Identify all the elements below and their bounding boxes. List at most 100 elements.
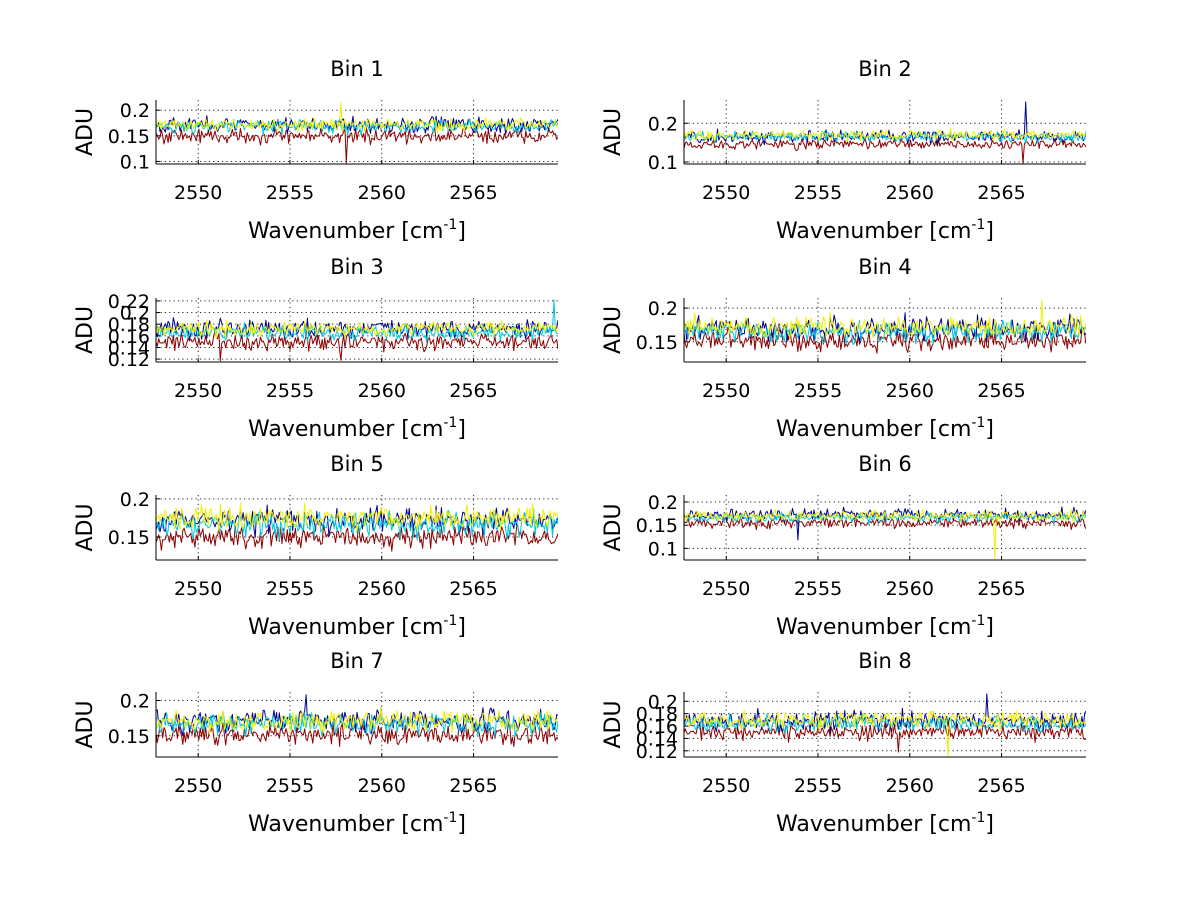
x-axis-label-close: ] bbox=[457, 219, 466, 244]
panel-title: Bin 4 bbox=[858, 255, 912, 279]
series-line-yellow bbox=[684, 127, 1086, 142]
x-axis-label-main: Wavenumber [cm bbox=[248, 417, 443, 442]
x-axis-label-superscript: -1 bbox=[443, 613, 457, 629]
x-tick-label: 2555 bbox=[266, 578, 314, 600]
y-tick-label: 0.18 bbox=[636, 704, 678, 726]
y-tick-label: 0.15 bbox=[108, 527, 150, 549]
x-tick-label: 2565 bbox=[977, 182, 1025, 204]
x-tick-label: 2560 bbox=[358, 182, 406, 204]
x-axis-label: Wavenumber [cm-1] bbox=[776, 810, 994, 837]
series-line-cyan bbox=[684, 712, 1086, 734]
panel-title: Bin 2 bbox=[858, 57, 912, 81]
y-tick-label: 0.16 bbox=[636, 716, 678, 738]
series-line-dark-red bbox=[684, 515, 1086, 531]
x-tick-label: 2560 bbox=[358, 380, 406, 402]
y-tick-label: 0.1 bbox=[648, 538, 678, 560]
x-tick-label: 2550 bbox=[702, 775, 750, 797]
x-tick-label: 2550 bbox=[174, 578, 222, 600]
series-line-yellow bbox=[156, 707, 558, 735]
y-tick-label: 0.2 bbox=[120, 690, 150, 712]
x-axis-label: Wavenumber [cm-1] bbox=[248, 217, 466, 244]
y-axis-label: ADU bbox=[73, 306, 98, 354]
y-tick-label: 0.1 bbox=[120, 151, 150, 173]
x-axis-label-superscript: -1 bbox=[971, 613, 985, 629]
y-tick-label: 0.2 bbox=[120, 100, 150, 122]
series-line-cyan bbox=[156, 299, 558, 343]
x-tick-label: 2555 bbox=[794, 578, 842, 600]
y-tick-label: 0.15 bbox=[636, 332, 678, 354]
y-tick-label: 0.2 bbox=[120, 489, 150, 511]
x-axis-label-main: Wavenumber [cm bbox=[248, 219, 443, 244]
y-tick-label: 0.14 bbox=[108, 337, 150, 359]
series-line-dark-red bbox=[156, 126, 558, 164]
x-tick-label: 2550 bbox=[174, 775, 222, 797]
x-tick-label: 2560 bbox=[886, 775, 934, 797]
x-tick-label: 2555 bbox=[266, 182, 314, 204]
x-axis-label-superscript: -1 bbox=[971, 415, 985, 431]
series-line-yellow bbox=[156, 102, 558, 134]
series-group bbox=[156, 502, 558, 552]
panel-bin-5: 2550 2555 2560 2565 0.15 0.2 Bin 5 Wavenumber [… bbox=[73, 452, 558, 640]
series-group bbox=[684, 299, 1086, 354]
x-axis-label-main: Wavenumber [cm bbox=[248, 615, 443, 640]
panel-title: Bin 8 bbox=[858, 649, 912, 673]
x-tick-label: 2550 bbox=[174, 380, 222, 402]
x-tick-label: 2555 bbox=[266, 775, 314, 797]
y-tick-label: 0.2 bbox=[648, 113, 678, 135]
y-tick-label: 0.2 bbox=[648, 492, 678, 514]
series-group bbox=[684, 693, 1086, 757]
panel-title: Bin 3 bbox=[330, 255, 384, 279]
x-axis-label-main: Wavenumber [cm bbox=[776, 812, 971, 837]
x-axis-label-superscript: -1 bbox=[443, 217, 457, 233]
panel-title: Bin 7 bbox=[330, 649, 384, 673]
series-line-dark-red bbox=[684, 721, 1086, 753]
x-axis-label: Wavenumber [cm-1] bbox=[248, 613, 466, 640]
y-axis-label: ADU bbox=[73, 503, 98, 551]
series-line-yellow bbox=[684, 709, 1086, 757]
panel-bin-7: 2550 2555 2560 2565 0.15 0.2 Bin 7 Wavenumber [… bbox=[73, 649, 558, 837]
x-axis-label-close: ] bbox=[985, 219, 994, 244]
x-tick-label: 2555 bbox=[266, 380, 314, 402]
panel-bin-3: 2550 2555 2560 2565 0.120.140.160.180.20.22 B… bbox=[73, 255, 558, 442]
y-tick-label: 0.2 bbox=[648, 298, 678, 320]
x-axis-label-close: ] bbox=[985, 615, 994, 640]
x-tick-label: 2565 bbox=[449, 578, 497, 600]
x-tick-label: 2550 bbox=[702, 182, 750, 204]
y-tick-label: 0.2 bbox=[120, 303, 150, 325]
x-tick-label: 2560 bbox=[358, 578, 406, 600]
series-line-dark-red bbox=[684, 326, 1086, 354]
x-axis-label-main: Wavenumber [cm bbox=[776, 615, 971, 640]
y-axis-label: ADU bbox=[601, 503, 626, 551]
y-tick-label: 0.12 bbox=[108, 349, 150, 371]
x-axis-label-main: Wavenumber [cm bbox=[248, 812, 443, 837]
x-tick-label: 2565 bbox=[449, 182, 497, 204]
series-line-dark-red bbox=[156, 329, 558, 362]
x-axis-label: Wavenumber [cm-1] bbox=[776, 613, 994, 640]
y-tick-label: 0.16 bbox=[108, 326, 150, 348]
x-axis-label: Wavenumber [cm-1] bbox=[776, 217, 994, 244]
series-line-yellow bbox=[684, 509, 1086, 560]
series-group bbox=[156, 102, 558, 164]
panel-title: Bin 1 bbox=[330, 57, 384, 81]
x-tick-label: 2560 bbox=[886, 182, 934, 204]
series-group bbox=[156, 694, 558, 748]
panel-bin-4: 2550 2555 2560 2565 0.15 0.2 Bin 4 Wavenumber [… bbox=[601, 255, 1086, 442]
y-tick-label: 0.1 bbox=[648, 152, 678, 174]
x-axis-label-close: ] bbox=[457, 615, 466, 640]
y-axis-label: ADU bbox=[601, 306, 626, 354]
series-line-yellow bbox=[684, 299, 1086, 339]
y-tick-label: 0.18 bbox=[108, 314, 150, 336]
x-axis-label-superscript: -1 bbox=[443, 810, 457, 826]
x-axis-label-main: Wavenumber [cm bbox=[776, 417, 971, 442]
x-tick-label: 2565 bbox=[449, 775, 497, 797]
y-axis-label: ADU bbox=[73, 108, 98, 156]
x-axis-label-close: ] bbox=[985, 417, 994, 442]
x-axis-label-superscript: -1 bbox=[443, 415, 457, 431]
x-axis-label-close: ] bbox=[985, 812, 994, 837]
x-axis-label-close: ] bbox=[457, 812, 466, 837]
y-tick-label: 0.15 bbox=[636, 515, 678, 537]
series-line-dark-red bbox=[156, 522, 558, 552]
x-axis-label: Wavenumber [cm-1] bbox=[248, 810, 466, 837]
